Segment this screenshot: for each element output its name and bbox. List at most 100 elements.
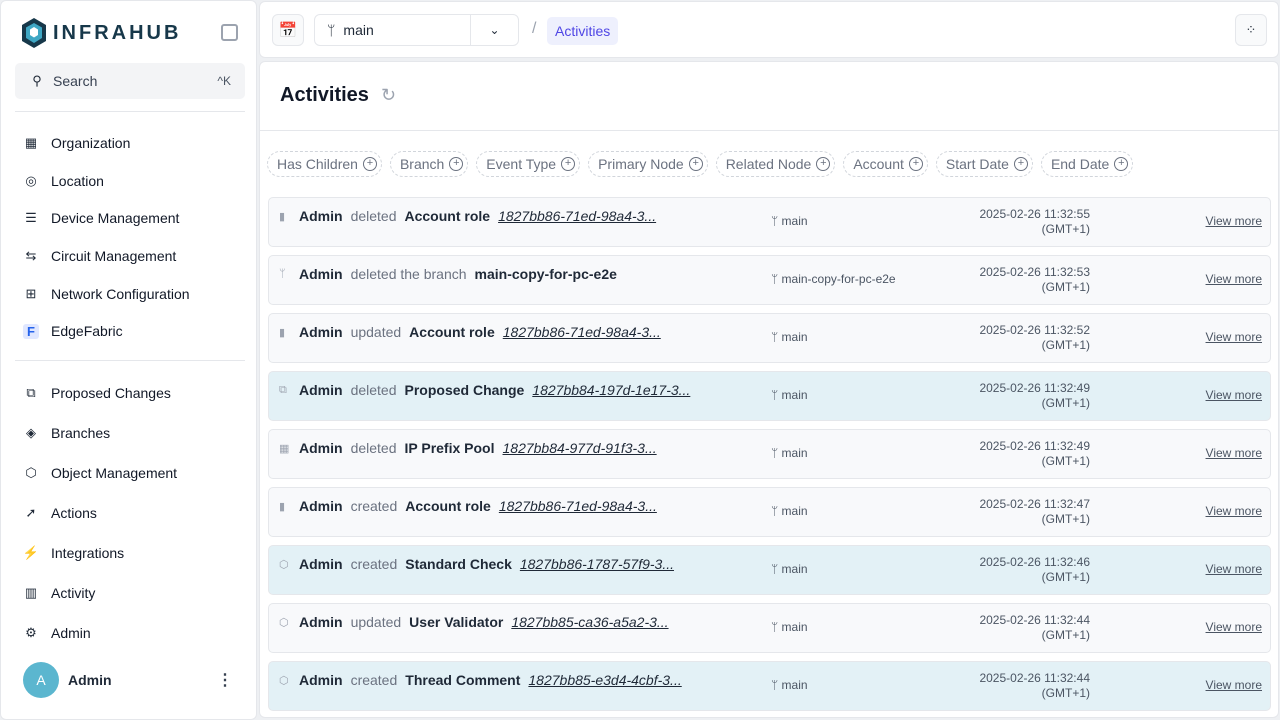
divider [15,111,245,112]
activity-row: ▮ Admin deleted Account role 1827bb86-71… [268,197,1271,247]
server-icon: ☰ [25,210,37,226]
filter-label: Primary Node [598,156,684,172]
activity-node-link[interactable]: 1827bb84-977d-91f3-3... [502,440,657,456]
sidebar-item-object-management[interactable]: ⬡ Object Management [23,453,177,493]
sidebar-item-device-management[interactable]: ☰ Device Management [23,199,190,237]
menu-items: ⧉ Proposed Changes ◈ Branches ⬡ Object M… [23,373,177,653]
activity-date: 2025-02-26 11:32:52 [979,323,1090,337]
sidebar-item-branches[interactable]: ◈ Branches [23,413,177,453]
activity-node-link[interactable]: 1827bb85-ca36-a5a2-3... [511,614,669,630]
activity-actor: Admin [299,614,343,630]
more-vertical-icon[interactable]: ⋮ [217,672,233,689]
activity-timestamp: 2025-02-26 11:32:49 (GMT+1) [979,439,1090,469]
rocket-icon: ➚ [25,505,37,520]
sidebar-item-activity[interactable]: ▥ Activity [23,573,177,613]
collapse-sidebar-button[interactable] [221,24,238,41]
activity-node-link[interactable]: 1827bb86-1787-57f9-3... [519,556,674,572]
git-branch-icon: ᛘ [327,22,336,38]
map-pin-icon: ◎ [25,172,37,188]
breadcrumb-activities[interactable]: Activities [547,17,619,45]
view-more-link[interactable]: View more [1205,504,1262,518]
search-button[interactable]: ⚲ Search ^K [15,63,245,99]
activity-timezone: (GMT+1) [1041,338,1090,352]
logo-text: INFRAHUB [53,21,182,44]
view-more-link[interactable]: View more [1205,620,1262,634]
sidebar-item-label: Device Management [51,210,180,227]
activity-kind: User Validator [409,614,504,630]
activity-action: deleted the branch [350,266,467,282]
filter-event-type[interactable]: Event Type + [476,151,581,177]
filter-branch[interactable]: Branch + [389,151,469,177]
sidebar-item-label: Activity [51,585,96,601]
apps-button[interactable]: ⁘ [1235,14,1267,46]
activity-actor: Admin [299,382,343,398]
sidebar-item-label: Branches [51,425,111,441]
time-travel-button[interactable]: 📅 [272,14,304,46]
view-more-link[interactable]: View more [1205,272,1262,286]
activity-node-link[interactable]: 1827bb86-71ed-98a4-3... [498,208,657,224]
activity-timezone: (GMT+1) [1041,454,1090,468]
page-title: Activities [280,84,369,106]
activity-node-link[interactable]: 1827bb84-197d-1e17-3... [532,382,691,398]
filter-start-date[interactable]: Start Date + [935,151,1033,177]
activity-date: 2025-02-26 11:32:47 [979,497,1090,511]
sidebar-item-label: Actions [51,505,97,521]
sidebar-item-edgefabric[interactable]: F EdgeFabric [23,312,190,350]
activity-action: deleted [350,440,397,456]
activity-row: ⬡ Admin created Thread Comment 1827bb85-… [268,661,1271,711]
activity-kind: IP Prefix Pool [404,440,495,456]
filter-account[interactable]: Account + [843,151,928,177]
activity-node-link[interactable]: 1827bb86-71ed-98a4-3... [502,324,661,340]
chevron-down-icon[interactable]: ⌄ [470,15,518,45]
sidebar-item-circuit-management[interactable]: ⇆ Circuit Management [23,237,190,275]
activity-row: ᛘ Admin deleted the branch main-copy-for… [268,255,1271,305]
plug-icon: ⚡ [22,545,40,560]
git-branch-icon: ᛘ [771,504,779,518]
user-name: Admin [68,672,112,688]
activity-list: ▮ Admin deleted Account role 1827bb86-71… [268,197,1271,717]
branch-name: main [781,620,808,634]
view-more-link[interactable]: View more [1205,562,1262,576]
filter-label: End Date [1050,156,1110,172]
filter-related-node[interactable]: Related Node + [715,151,836,177]
view-more-link[interactable]: View more [1205,678,1262,692]
activity-actor: Admin [299,498,343,514]
clipboard-icon: ▮ [279,326,286,339]
activity-row: ▮ Admin created Account role 1827bb86-71… [268,487,1271,537]
refresh-icon[interactable]: ↻ [380,85,397,105]
git-branch-icon: ᛘ [771,388,779,402]
sidebar-item-label: Admin [51,625,91,641]
branch-name: main [781,504,808,518]
sidebar-item-actions[interactable]: ➚ Actions [23,493,177,533]
activity-timezone: (GMT+1) [1041,396,1090,410]
branch-selector[interactable]: ᛘ main ⌄ [314,14,519,46]
activity-node-link[interactable]: 1827bb85-e3d4-4cbf-3... [528,672,682,688]
view-more-link[interactable]: View more [1205,388,1262,402]
sidebar-item-proposed-changes[interactable]: ⧉ Proposed Changes [23,373,177,413]
cube-icon: ⬡ [279,558,289,571]
view-more-link[interactable]: View more [1205,330,1262,344]
view-more-link[interactable]: View more [1205,446,1262,460]
sidebar-item-organization[interactable]: ▦ Organization [23,124,190,162]
activity-node-link[interactable]: 1827bb86-71ed-98a4-3... [498,498,657,514]
user-menu[interactable]: A Admin ⋮ [23,662,233,698]
activity-branch: ᛘ main [771,330,808,344]
layers-icon: ◈ [26,425,36,440]
branch-name: main [781,678,808,692]
infrahub-logo[interactable]: INFRAHUB [21,17,181,49]
sidebar-item-integrations[interactable]: ⚡ Integrations [23,533,177,573]
sidebar-item-admin[interactable]: ⚙ Admin [23,613,177,653]
filter-primary-node[interactable]: Primary Node + [588,151,708,177]
view-more-link[interactable]: View more [1205,214,1262,228]
proposed-change-icon: ⧉ [279,383,287,396]
activity-branch: ᛘ main [771,388,808,402]
filter-end-date[interactable]: End Date + [1040,151,1134,177]
filter-has-children[interactable]: Has Children + [267,151,382,177]
activity-branch: ᛘ main [771,562,808,576]
sidebar-item-label: Integrations [51,545,125,561]
branch-name: main [781,562,808,576]
sidebar-item-network-configuration[interactable]: ⊞ Network Configuration [23,275,190,313]
sidebar-item-label: Object Management [51,465,178,481]
sidebar-item-location[interactable]: ◎ Location [23,162,190,200]
edgefabric-icon: F [23,323,39,339]
